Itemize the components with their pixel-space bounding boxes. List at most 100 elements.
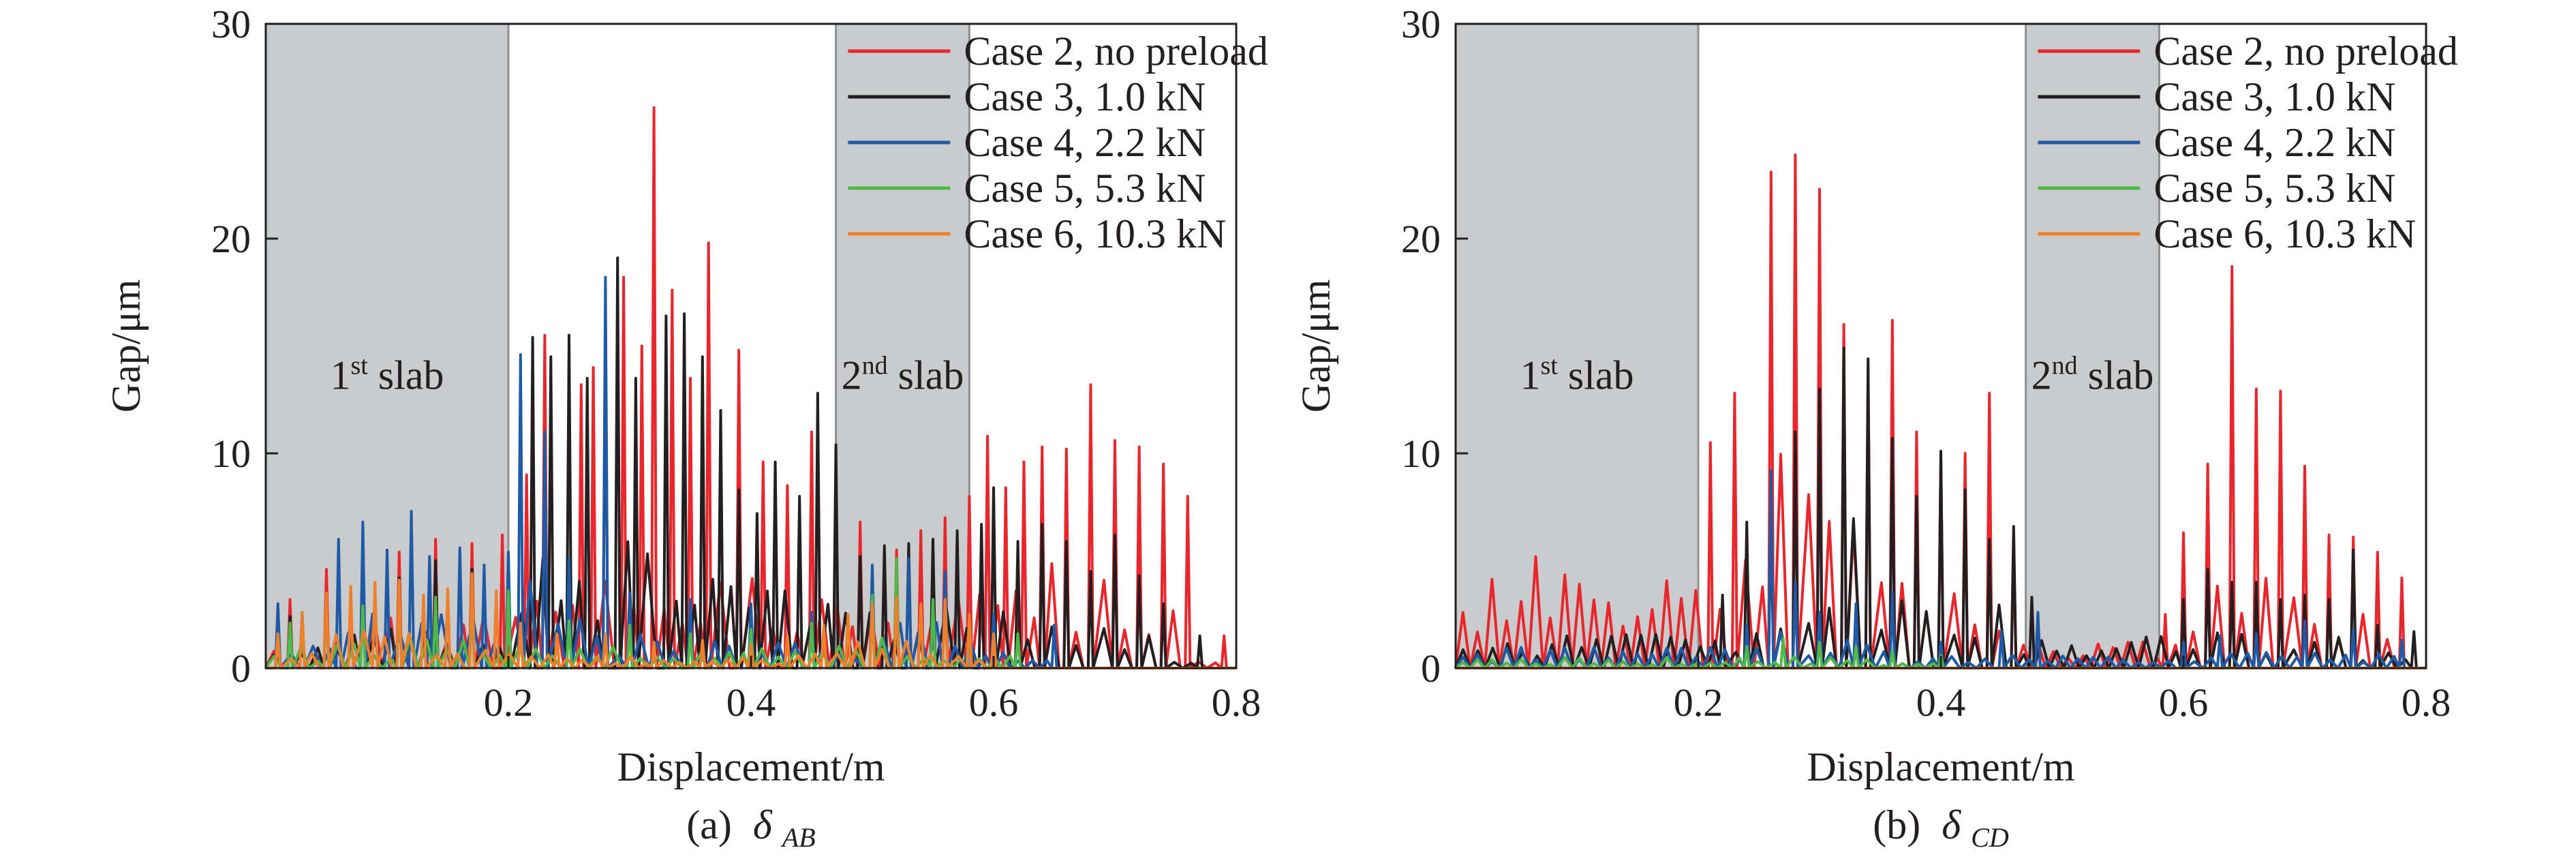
peak-point: [701, 639, 704, 641]
peak-point: [2182, 598, 2185, 601]
legend-label: Case 3, 1.0 kN: [964, 74, 1206, 119]
y-tick-label: 30: [211, 2, 251, 46]
slab-label-2: 2nd slab: [842, 352, 964, 398]
peak-point: [810, 611, 813, 614]
peak-point: [1891, 650, 1894, 652]
legend-label: Case 2, no preload: [2153, 29, 2458, 74]
y-tick-label: 20: [1401, 217, 1441, 261]
peak-point: [701, 355, 704, 358]
peak-point: [543, 431, 546, 433]
peak-point: [707, 241, 710, 244]
panel-caption: (b) δ CD: [1873, 802, 2009, 853]
peak-point: [1964, 489, 1967, 492]
peak-point: [507, 551, 510, 554]
peak-point: [501, 534, 504, 537]
peak-point: [750, 603, 752, 605]
peak-point: [737, 349, 740, 352]
peak-point: [664, 314, 667, 317]
panel-a: 1st slab 2nd slab 0.2 0.4 0.6 0.8 0 10 20 30 Cas…: [104, 2, 1268, 853]
peak-point: [1745, 646, 1748, 648]
panel-caption: (a) δ AB: [686, 802, 815, 853]
peak-point: [786, 635, 788, 637]
slab-label-1: 1st slab: [330, 352, 444, 398]
peak-point: [398, 551, 401, 554]
peak-point: [1089, 570, 1092, 573]
caption-symbol: δ: [1942, 802, 1961, 847]
y-tick-label: 30: [1401, 2, 1441, 46]
peak-point: [2303, 465, 2306, 468]
peak-point: [482, 564, 485, 567]
peak-point: [1162, 463, 1165, 466]
peak-point: [986, 435, 989, 438]
peak-point: [1770, 170, 1773, 173]
peak-point: [919, 603, 922, 605]
peak-point: [628, 592, 631, 594]
peak-point: [720, 409, 722, 412]
peak-point: [410, 510, 413, 513]
peak-point: [2255, 633, 2258, 635]
peak-point: [968, 495, 970, 498]
peak-point: [2303, 620, 2306, 622]
caption-prefix: (a): [686, 802, 732, 847]
peak-point: [2164, 613, 2166, 616]
peak-point: [337, 538, 340, 541]
peak-point: [289, 598, 292, 601]
peak-point: [1891, 319, 1894, 322]
peak-point: [968, 613, 970, 616]
peak-point: [835, 443, 838, 446]
peak-point: [2376, 551, 2379, 554]
peak-point: [1854, 603, 1857, 605]
peak-point: [750, 628, 752, 631]
slab-region-1: [1454, 22, 1700, 669]
peak-point: [683, 312, 686, 315]
peak-point: [2218, 635, 2221, 637]
series-case-3-1-0-kn: [1454, 346, 2426, 669]
peak-point: [1843, 323, 1845, 326]
peak-point: [1041, 446, 1043, 449]
peak-point: [2376, 624, 2379, 626]
peak-point: [689, 598, 692, 601]
peak-point: [846, 613, 849, 616]
peak-point: [992, 633, 995, 635]
y-tick-label: 10: [1401, 432, 1441, 476]
peak-point: [932, 598, 934, 601]
peak-point: [871, 603, 874, 605]
peak-point: [519, 622, 522, 624]
peak-point: [980, 523, 983, 526]
x-tick-label: 0.8: [2402, 680, 2451, 725]
peak-point: [895, 557, 898, 560]
peak-point: [555, 633, 558, 635]
peak-point: [1017, 540, 1019, 543]
peak-point: [1843, 347, 1845, 350]
series-line: [266, 572, 1236, 669]
peak-point: [1138, 575, 1141, 577]
x-tick-label: 0.6: [2159, 680, 2209, 725]
peak-point: [301, 611, 303, 614]
peak-point: [810, 431, 813, 433]
peak-point: [549, 355, 552, 358]
peak-point: [1065, 540, 1068, 543]
peak-point: [992, 613, 995, 616]
legend-label: Case 6, 10.3 kN: [2153, 211, 2416, 256]
series-case-4-2-2-kn: [266, 275, 1236, 669]
peak-point: [532, 336, 534, 339]
peak-point: [653, 106, 656, 109]
peak-point: [289, 615, 292, 618]
legend-label: Case 6, 10.3 kN: [964, 211, 1226, 256]
peak-point: [634, 377, 637, 380]
peak-point: [2230, 265, 2233, 268]
slab-region-2: [835, 22, 970, 669]
peak-point: [446, 587, 449, 590]
peak-point: [428, 555, 431, 558]
peak-point: [568, 334, 570, 337]
peak-point: [944, 517, 947, 519]
peak-point: [543, 334, 546, 337]
peak-point: [1709, 441, 1712, 444]
peak-point: [2400, 639, 2403, 641]
peak-point: [671, 289, 673, 292]
peak-point: [2352, 536, 2355, 539]
peak-point: [1915, 431, 1918, 433]
peak-point: [816, 392, 819, 395]
peak-point: [361, 521, 364, 524]
